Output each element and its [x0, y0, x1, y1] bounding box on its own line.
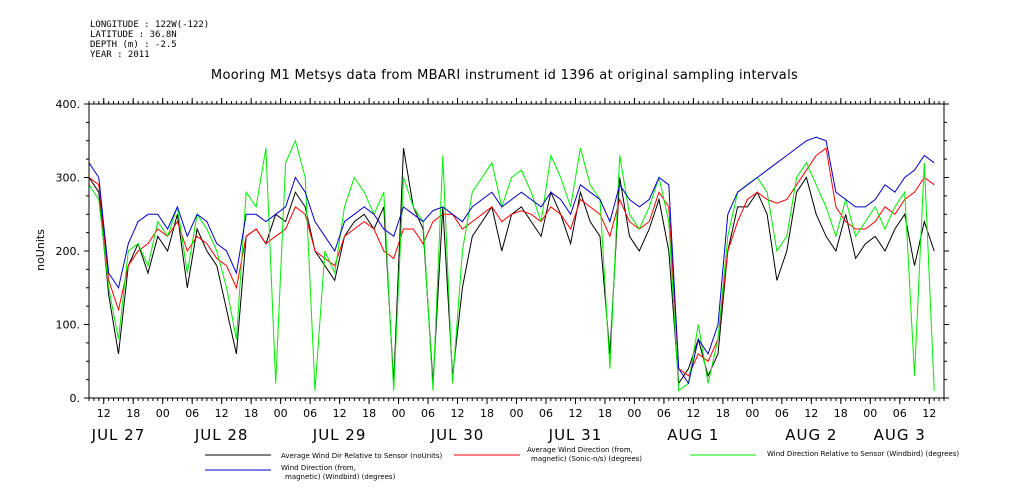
series-line-1	[88, 147, 935, 377]
legend-label-1-line1: Average Wind Direction (from,	[527, 446, 633, 454]
x-tick-label: 06	[421, 407, 435, 420]
x-tick-label: 18	[834, 407, 848, 420]
x-tick-label: 12	[922, 407, 936, 420]
y-axis-label: noUnits	[34, 229, 47, 271]
x-tick-label: 18	[716, 407, 730, 420]
legend-label-2: Wind Direction Relative to Sensor (Windb…	[767, 450, 959, 458]
x-tick-label: 06	[303, 407, 317, 420]
x-tick-label: 18	[480, 407, 494, 420]
x-tick-label: 12	[804, 407, 818, 420]
x-day-label: JUL 28	[194, 426, 249, 444]
y-tick-label: 300.	[56, 172, 81, 185]
x-tick-label: 06	[185, 407, 199, 420]
x-day-label: AUG 2	[785, 426, 837, 444]
x-tick-label: 18	[244, 407, 258, 420]
axes-layer: 0. 100. 200. 300. 400. 12 18 00 06 12 18 00 06 12 18 00…	[56, 98, 949, 444]
x-tick-label: 12	[97, 407, 111, 420]
legend-label-1-line2: magnetic) (Sonic-n/s) (degrees)	[531, 455, 642, 463]
x-day-label: JUL 29	[312, 426, 367, 444]
x-tick-label: 06	[539, 407, 553, 420]
y-tick-label: 200.	[56, 245, 81, 258]
x-tick-label: 12	[215, 407, 229, 420]
x-tick-label: 18	[126, 407, 140, 420]
x-tick-label: 06	[893, 407, 907, 420]
year-text: YEAR : 2011	[90, 50, 150, 60]
y-tick-label: 0.	[70, 392, 81, 405]
x-tick-label: 00	[863, 407, 877, 420]
chart-title: Mooring M1 Metsys data from MBARI instru…	[210, 68, 799, 83]
x-day-label: AUG 3	[874, 426, 926, 444]
x-day-label: JUL 27	[91, 426, 146, 444]
x-tick-label: 12	[451, 407, 465, 420]
series-line-3	[88, 136, 935, 385]
x-tick-label: 00	[745, 407, 759, 420]
x-tick-label: 06	[775, 407, 789, 420]
x-day-label: AUG 1	[667, 426, 719, 444]
x-tick-label: 00	[627, 407, 641, 420]
x-tick-label: 12	[568, 407, 582, 420]
x-tick-label: 12	[333, 407, 347, 420]
y-tick-label: 100.	[56, 319, 81, 332]
y-tick-label: 400.	[56, 98, 81, 111]
legend-label-0: Average Wind Dir Relative to Sensor (noU…	[281, 452, 442, 460]
series-layer	[88, 136, 935, 392]
longitude-text: LONGITUDE : 122W(-122)	[90, 20, 210, 30]
x-tick-label: 00	[392, 407, 406, 420]
legend: Average Wind Dir Relative to Sensor (noU…	[205, 446, 959, 481]
x-tick-label: 06	[657, 407, 671, 420]
latitude-text: LATITUDE : 36.8N	[90, 30, 177, 40]
x-tick-label: 00	[274, 407, 288, 420]
series-line-2	[88, 139, 935, 392]
depth-text: DEPTH (m) : -2.5	[90, 40, 177, 50]
metadata-block: LONGITUDE : 122W(-122) LATITUDE : 36.8N …	[90, 20, 209, 60]
x-day-label: JUL 31	[548, 426, 603, 444]
x-tick-label: 18	[598, 407, 612, 420]
series-line-0	[88, 148, 935, 385]
x-tick-label: 12	[686, 407, 700, 420]
x-tick-label: 00	[510, 407, 524, 420]
legend-label-3-line2: magnetic) (Windbird) (degrees)	[285, 473, 396, 481]
x-tick-label: 18	[362, 407, 376, 420]
legend-label-3-line1: Wind Direction (from,	[281, 464, 356, 472]
x-tick-label: 00	[156, 407, 170, 420]
x-day-label: JUL 30	[430, 426, 485, 444]
